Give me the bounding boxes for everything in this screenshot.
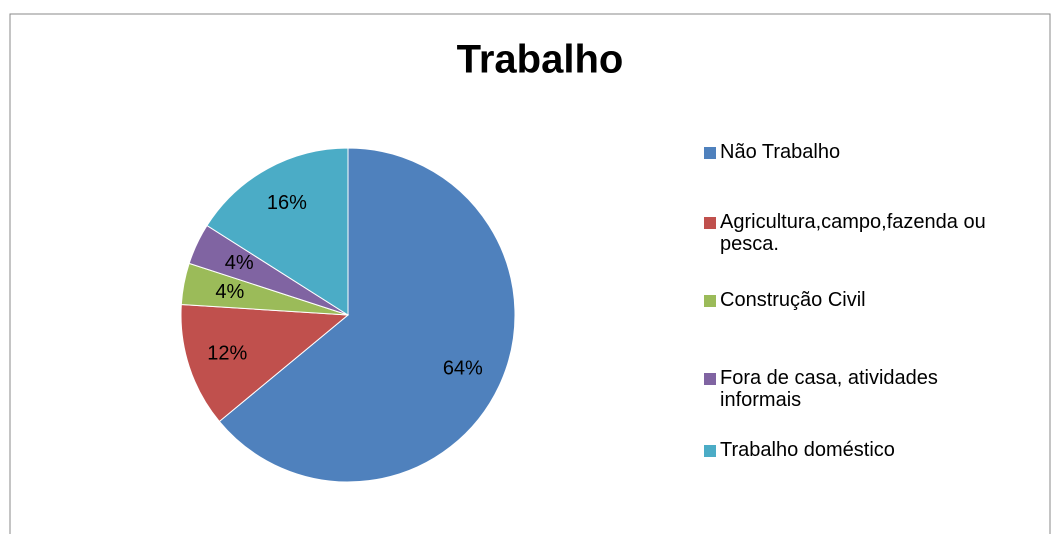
legend-label: Não Trabalho	[720, 141, 841, 163]
legend-label: Construção Civil	[720, 289, 866, 311]
legend-item: Trabalho doméstico	[704, 439, 1034, 461]
chart-border	[9, 13, 1051, 534]
legend-label: Fora de casa, atividades informais	[720, 367, 938, 411]
data-label: 64%	[443, 357, 483, 379]
legend-label: Agricultura,campo,fazenda ou pesca.	[720, 211, 986, 255]
legend-swatch	[704, 217, 716, 229]
legend-swatch	[704, 147, 716, 159]
data-label: 16%	[267, 192, 307, 214]
pie-slice	[206, 147, 349, 316]
chart-title: Trabalho	[457, 38, 624, 82]
legend-swatch	[704, 373, 716, 385]
pie-slice	[218, 147, 516, 483]
data-label: 4%	[225, 252, 254, 274]
data-label: 4%	[215, 281, 244, 303]
legend-item: Agricultura,campo,fazenda ou pesca.	[704, 211, 1034, 255]
legend-item: Construção Civil	[704, 289, 1034, 311]
legend-item: Não Trabalho	[704, 141, 1034, 163]
pie-slice	[180, 303, 350, 423]
data-label: 12%	[207, 343, 247, 365]
legend-item: Fora de casa, atividades informais	[704, 367, 1034, 411]
legend-label: Trabalho doméstico	[720, 439, 895, 461]
legend-swatch	[704, 445, 716, 457]
legend-swatch	[704, 295, 716, 307]
